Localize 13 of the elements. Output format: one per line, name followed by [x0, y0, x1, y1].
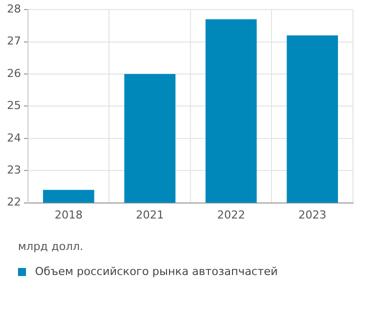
y-tick-label: 27: [6, 34, 21, 48]
legend-label: Объем российского рынка автозапчастей: [35, 265, 278, 278]
y-tick-label: 24: [6, 131, 21, 144]
x-tick-label: 2021: [136, 208, 164, 222]
y-tick-label: 28: [6, 2, 21, 16]
y-tick-label: 25: [6, 99, 21, 112]
x-tick-label: 2023: [298, 208, 326, 222]
text: млрд долл.: [17, 239, 84, 255]
x-tick-label: 2018: [54, 208, 83, 222]
y-tick-label: 22: [6, 196, 21, 209]
x-tick-label: 2022: [217, 208, 246, 222]
y-tick-label: 23: [6, 163, 21, 176]
y-tick-label: 26: [6, 66, 21, 80]
